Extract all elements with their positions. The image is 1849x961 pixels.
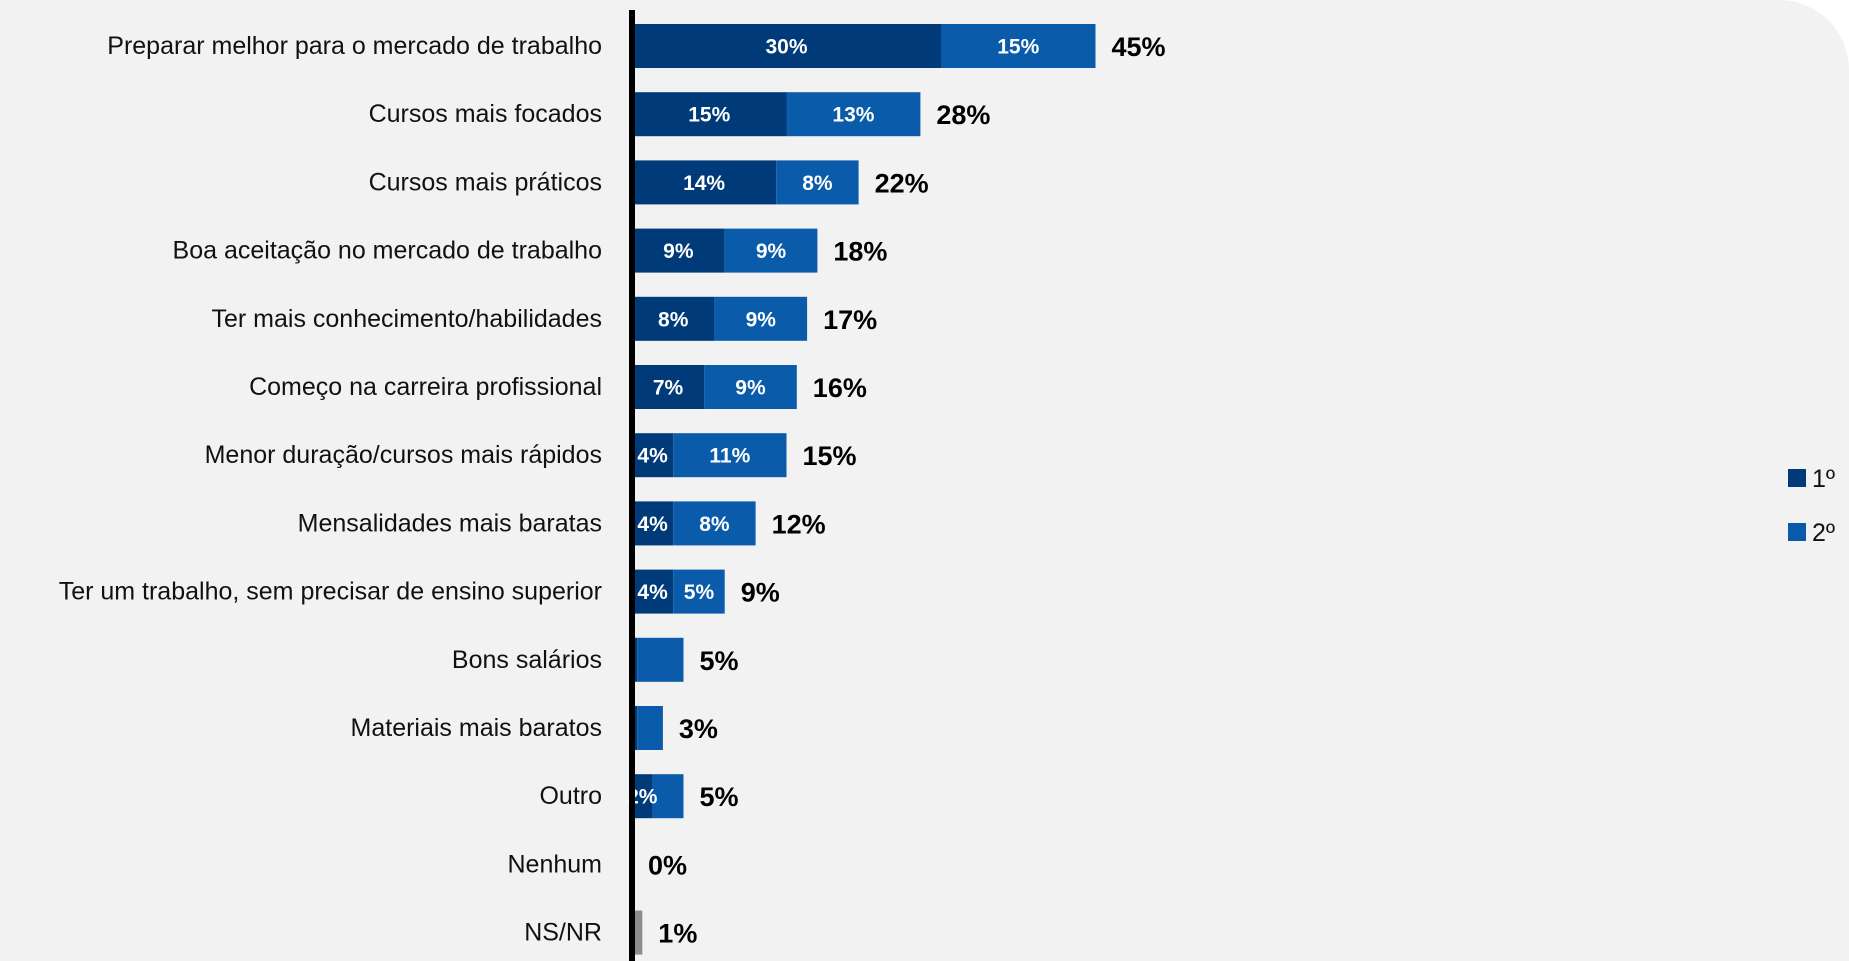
bar-segment-1-boa-aceitacao-no-mercado-de-trabalho xyxy=(632,228,725,273)
total-label-cursos-mais-praticos: 22% xyxy=(875,168,929,198)
bar-segment-2-outro xyxy=(652,774,684,819)
total-label-ter-um-trabalho-sem-precisar-de-ensino-superior: 9% xyxy=(741,578,780,608)
category-label-ter-um-trabalho-sem-precisar-de-ensino-superior: Ter um trabalho, sem precisar de ensino … xyxy=(59,578,602,606)
bar-segment-2-bons-salarios xyxy=(637,637,684,682)
bar-segment-1-ter-mais-conhecimento-habilidades xyxy=(632,296,715,341)
segment-label-2-menor-duracao-cursos-mais-rapidos: 11% xyxy=(709,445,750,468)
bar-segment-1-mensalidades-mais-baratas xyxy=(632,501,674,546)
bar-segment-2-preparar-melhor-para-o-mercado-de-trabalho xyxy=(941,24,1096,68)
category-label-ter-mais-conhecimento-habilidades: Ter mais conhecimento/habilidades xyxy=(212,305,603,333)
bar-segment-2-comeco-na-carreira-profissional xyxy=(704,365,797,409)
bar-segment-1-preparar-melhor-para-o-mercado-de-trabalho xyxy=(632,24,941,68)
total-label-preparar-melhor-para-o-mercado-de-trabalho: 45% xyxy=(1112,32,1166,62)
total-label-comeco-na-carreira-profissional: 16% xyxy=(813,373,867,403)
legend-label-1: 1º xyxy=(1812,465,1835,493)
bar-segment-ns-nr-ns-nr xyxy=(632,910,643,955)
total-label-materiais-mais-baratos: 3% xyxy=(679,714,718,744)
bar-segment-2-ter-mais-conhecimento-habilidades xyxy=(714,296,808,341)
category-label-boa-aceitacao-no-mercado-de-trabalho: Boa aceitação no mercado de trabalho xyxy=(173,237,602,265)
bars-layer xyxy=(632,24,1096,955)
labels-layer: Preparar melhor para o mercado de trabal… xyxy=(59,32,1166,949)
bar-segment-2-ter-um-trabalho-sem-precisar-de-ensino-superior xyxy=(673,569,725,614)
bar-segment-1-ter-um-trabalho-sem-precisar-de-ensino-superior xyxy=(632,569,674,614)
bar-segment-2-cursos-mais-praticos xyxy=(776,160,859,205)
total-label-bons-salarios: 5% xyxy=(700,646,739,676)
segment-label-2-preparar-melhor-para-o-mercado-de-trabalho: 15% xyxy=(997,36,1039,59)
segment-label-2-ter-mais-conhecimento-habilidades: 9% xyxy=(746,308,777,331)
segment-label-1-ter-mais-conhecimento-habilidades: 8% xyxy=(658,308,689,331)
category-label-mensalidades-mais-baratas: Mensalidades mais baratas xyxy=(298,509,602,537)
total-label-boa-aceitacao-no-mercado-de-trabalho: 18% xyxy=(833,237,887,267)
legend: 1º 2º xyxy=(1788,465,1835,547)
bar-segment-2-materiais-mais-baratos xyxy=(637,706,663,750)
legend-label-2: 2º xyxy=(1812,519,1835,547)
total-label-ter-mais-conhecimento-habilidades: 17% xyxy=(823,305,877,335)
bar-segment-1-outro xyxy=(632,774,653,819)
category-label-comeco-na-carreira-profissional: Começo na carreira profissional xyxy=(249,373,602,401)
segment-label-1-cursos-mais-focados: 15% xyxy=(688,104,730,127)
category-label-cursos-mais-praticos: Cursos mais práticos xyxy=(369,168,602,196)
segment-label-2-cursos-mais-praticos: 8% xyxy=(802,172,833,195)
segment-label-2-mensalidades-mais-baratas: 8% xyxy=(699,513,730,536)
bar-segment-1-cursos-mais-focados xyxy=(632,92,787,137)
legend-swatch-2 xyxy=(1788,523,1806,541)
total-label-mensalidades-mais-baratas: 12% xyxy=(772,509,826,539)
bar-segment-2-menor-duracao-cursos-mais-rapidos xyxy=(673,433,787,478)
total-label-cursos-mais-focados: 28% xyxy=(936,100,990,130)
segment-label-2-ter-um-trabalho-sem-precisar-de-ensino-superior: 5% xyxy=(684,581,715,604)
category-label-outro: Outro xyxy=(539,782,602,810)
category-label-preparar-melhor-para-o-mercado-de-trabalho: Preparar melhor para o mercado de trabal… xyxy=(107,32,602,60)
segment-label-1-boa-aceitacao-no-mercado-de-trabalho: 9% xyxy=(663,240,694,263)
category-label-cursos-mais-focados: Cursos mais focados xyxy=(369,100,602,128)
bar-segment-1-cursos-mais-praticos xyxy=(632,160,777,205)
total-label-menor-duracao-cursos-mais-rapidos: 15% xyxy=(803,441,857,471)
segment-label-1-mensalidades-mais-baratas: 4% xyxy=(637,513,668,536)
category-label-materiais-mais-baratos: Materiais mais baratos xyxy=(351,714,602,742)
category-label-nenhum: Nenhum xyxy=(508,850,603,878)
segment-label-2-cursos-mais-focados: 13% xyxy=(832,104,874,127)
segment-label-2-comeco-na-carreira-profissional: 9% xyxy=(735,377,766,400)
category-label-bons-salarios: Bons salários xyxy=(452,646,602,674)
bar-segment-2-cursos-mais-focados xyxy=(786,92,921,137)
total-label-ns-nr: 1% xyxy=(658,919,697,949)
segment-label-1-menor-duracao-cursos-mais-rapidos: 4% xyxy=(637,445,668,468)
legend-swatch-1 xyxy=(1788,469,1806,487)
bar-segment-1-menor-duracao-cursos-mais-rapidos xyxy=(632,433,674,478)
bar-segment-2-boa-aceitacao-no-mercado-de-trabalho xyxy=(724,228,818,273)
total-label-outro: 5% xyxy=(700,782,739,812)
segment-label-1-preparar-melhor-para-o-mercado-de-trabalho: 30% xyxy=(765,36,807,59)
total-label-nenhum: 0% xyxy=(648,850,687,880)
category-label-ns-nr: NS/NR xyxy=(524,919,602,947)
segment-label-1-ter-um-trabalho-sem-precisar-de-ensino-superior: 4% xyxy=(637,581,668,604)
bar-segment-2-mensalidades-mais-baratas xyxy=(673,501,756,546)
segment-label-1-cursos-mais-praticos: 14% xyxy=(683,172,725,195)
category-label-menor-duracao-cursos-mais-rapidos: Menor duração/cursos mais rápidos xyxy=(205,441,602,469)
bar-segment-1-comeco-na-carreira-profissional xyxy=(632,365,705,409)
segment-label-1-comeco-na-carreira-profissional: 7% xyxy=(653,377,684,400)
segment-label-2-boa-aceitacao-no-mercado-de-trabalho: 9% xyxy=(756,240,787,263)
